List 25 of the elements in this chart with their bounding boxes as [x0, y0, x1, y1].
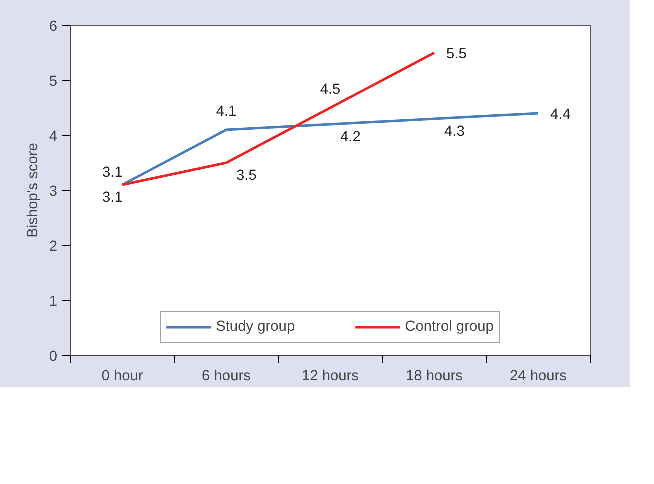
y-tick-label: 1 [49, 294, 58, 310]
data-label: 3.1 [102, 190, 123, 206]
legend-label: Study group [216, 319, 296, 335]
x-tick-label: 18 hours [406, 368, 464, 384]
data-label: 3.1 [102, 165, 123, 181]
x-tick-label: 12 hours [302, 368, 360, 384]
y-tick-label: 0 [49, 349, 58, 365]
data-label: 3.5 [236, 168, 257, 184]
legend-label: Control group [405, 319, 494, 335]
y-tick-label: 6 [49, 19, 58, 35]
data-label: 4.5 [320, 82, 341, 98]
data-label: 5.5 [446, 46, 467, 62]
x-tick-label: 0 hour [102, 368, 144, 384]
y-tick-label: 2 [49, 239, 58, 255]
x-tick-label: 24 hours [510, 368, 568, 384]
y-tick-label: 5 [49, 74, 58, 90]
data-label: 4.1 [216, 104, 237, 120]
data-label: 4.2 [340, 130, 361, 146]
y-tick-label: 3 [49, 184, 58, 200]
line-series [121, 52, 436, 186]
x-tick-label: 6 hours [202, 368, 251, 384]
data-label: 4.3 [444, 124, 465, 140]
y-tick-label: 4 [49, 129, 58, 145]
y-axis-title: Bishop's score [25, 143, 42, 238]
data-label: 4.4 [550, 107, 571, 123]
